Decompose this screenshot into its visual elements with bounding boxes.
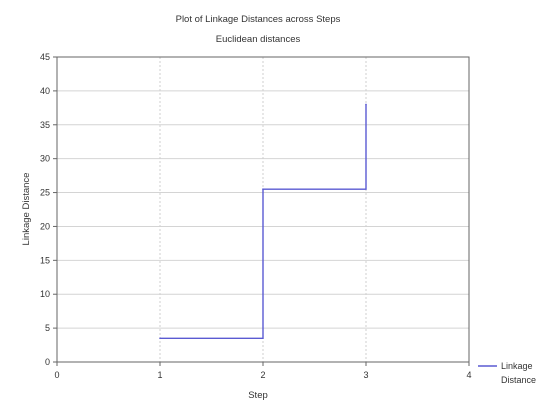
data-point-2: [365, 103, 367, 106]
x-tick-label: 0: [54, 370, 59, 380]
data-point-0: [159, 337, 161, 340]
y-axis-ticks: 0 5 10 15 20 25 30 35 40 45: [40, 52, 57, 367]
series-layer: [159, 103, 367, 340]
x-tick-label: 3: [363, 370, 368, 380]
series-line-0: [160, 104, 367, 339]
legend: Linkage Distance: [478, 361, 536, 385]
y-tick-label: 45: [40, 52, 50, 62]
y-tick-label: 20: [40, 221, 50, 231]
x-axis-label: Step: [248, 390, 268, 401]
legend-label-line1: Linkage: [501, 361, 533, 371]
y-tick-label: 15: [40, 255, 50, 265]
y-tick-label: 35: [40, 120, 50, 130]
y-tick-label: 0: [45, 357, 50, 367]
y-axis-label: Linkage Distance: [21, 173, 32, 246]
chart-subtitle: Euclidean distances: [216, 34, 301, 45]
y-tick-label: 10: [40, 289, 50, 299]
data-point-1: [262, 188, 264, 190]
y-tick-label: 5: [45, 323, 50, 333]
x-tick-label: 2: [260, 370, 265, 380]
y-tick-label: 30: [40, 154, 50, 164]
x-tick-label: 4: [466, 370, 471, 380]
chart-title: Plot of Linkage Distances across Steps: [176, 14, 341, 25]
y-tick-label: 40: [40, 86, 50, 96]
legend-label-line2: Distance: [501, 375, 536, 385]
y-tick-label: 25: [40, 188, 50, 198]
x-axis-ticks: 0 1 2 3 4: [54, 362, 472, 380]
x-tick-label: 1: [157, 370, 162, 380]
